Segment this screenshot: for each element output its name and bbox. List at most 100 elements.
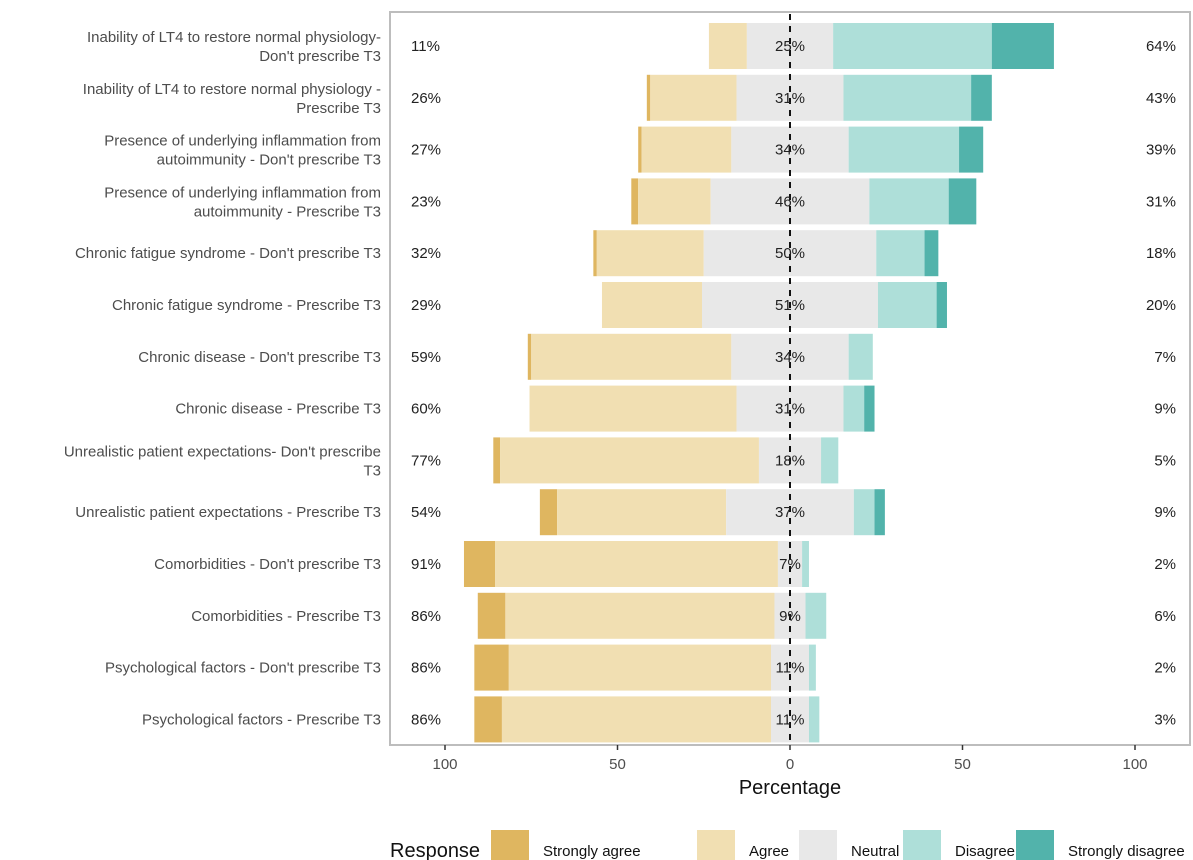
right-percent-label: 3% bbox=[1154, 711, 1176, 728]
x-tick-label: 0 bbox=[786, 756, 794, 773]
agree-bar bbox=[601, 282, 703, 328]
category-label: Comorbidities - Prescribe T3 bbox=[191, 608, 381, 625]
left-percent-label: 27% bbox=[411, 142, 441, 159]
x-axis-title: Percentage bbox=[739, 777, 841, 799]
category-label: Chronic disease - Prescribe T3 bbox=[175, 401, 381, 418]
left-percent-label: 86% bbox=[411, 608, 441, 625]
neutral-percent-label: 50% bbox=[775, 245, 805, 262]
x-tick-label: 50 bbox=[609, 756, 626, 773]
x-axis: 100 50 0 50 100 bbox=[432, 745, 1148, 773]
category-label: Psychological factors - Don't prescribe … bbox=[105, 660, 381, 677]
legend-swatch bbox=[903, 830, 941, 860]
neutral-percent-label: 31% bbox=[775, 90, 805, 107]
category-label: Chronic disease - Don't prescribe T3 bbox=[138, 349, 381, 366]
agree-bar bbox=[596, 230, 704, 277]
right-percent-label: 39% bbox=[1146, 142, 1176, 159]
disagree-bar bbox=[805, 592, 827, 639]
strongly-disagree-bar bbox=[971, 74, 992, 121]
legend-label: Neutral bbox=[851, 843, 899, 860]
agree-bar bbox=[638, 178, 711, 225]
left-percent-label: 32% bbox=[411, 245, 441, 262]
disagree-bar bbox=[876, 230, 925, 277]
strongly-disagree-bar bbox=[959, 126, 984, 173]
left-percent-label: 91% bbox=[411, 556, 441, 573]
category-label: Inability of LT4 to restore normal physi… bbox=[87, 29, 381, 65]
strongly-disagree-bar bbox=[864, 385, 875, 432]
agree-bar bbox=[529, 385, 737, 432]
agree-bar bbox=[708, 23, 747, 69]
strongly-agree-bar bbox=[631, 178, 639, 225]
disagree-bar bbox=[869, 178, 949, 225]
disagree-bar bbox=[843, 74, 972, 121]
strongly-agree-bar bbox=[474, 644, 509, 691]
category-label: Comorbidities - Don't prescribe T3 bbox=[154, 556, 381, 573]
neutral-percent-label: 31% bbox=[775, 401, 805, 418]
strongly-agree-bar bbox=[646, 74, 651, 121]
strongly-agree-bar bbox=[539, 489, 558, 536]
neutral-percent-label: 34% bbox=[775, 142, 805, 159]
strongly-agree-bar bbox=[463, 541, 496, 587]
strongly-disagree-bar bbox=[874, 489, 885, 536]
category-label: Inability of LT4 to restore normal physi… bbox=[83, 81, 381, 117]
disagree-bar bbox=[808, 696, 820, 743]
right-percent-label: 18% bbox=[1146, 245, 1176, 262]
strongly-agree-bar bbox=[493, 437, 501, 484]
agree-bar bbox=[650, 74, 737, 121]
legend-swatch bbox=[491, 830, 529, 860]
category-label: Presence of underlying inflammation from… bbox=[104, 184, 381, 220]
strongly-disagree-bar bbox=[991, 23, 1054, 69]
disagree-bar bbox=[843, 385, 865, 432]
category-label: Unrealistic patient expectations- Don't … bbox=[64, 443, 381, 479]
neutral-percent-label: 34% bbox=[775, 349, 805, 366]
disagree-bar bbox=[821, 437, 839, 484]
legend-swatch bbox=[799, 830, 837, 860]
right-percent-label: 9% bbox=[1154, 504, 1176, 521]
neutral-percent-label: 18% bbox=[775, 452, 805, 469]
category-label: Chronic fatigue syndrome - Don't prescri… bbox=[75, 245, 381, 262]
right-percent-label: 31% bbox=[1146, 193, 1176, 210]
left-percent-label: 59% bbox=[411, 349, 441, 366]
legend: Response Strongly agree Agree Neutral Disag… bbox=[390, 830, 1185, 860]
legend-swatch bbox=[1016, 830, 1054, 860]
left-percent-label: 86% bbox=[411, 660, 441, 677]
labels-layer: Inability of LT4 to restore normal physi… bbox=[64, 29, 1176, 728]
agree-bar bbox=[557, 489, 727, 536]
strongly-disagree-bar bbox=[948, 178, 977, 225]
right-percent-label: 6% bbox=[1154, 608, 1176, 625]
agree-bar bbox=[508, 644, 772, 691]
category-label: Psychological factors - Prescribe T3 bbox=[142, 711, 381, 728]
disagree-bar bbox=[853, 489, 875, 536]
legend-swatch bbox=[697, 830, 735, 860]
neutral-percent-label: 51% bbox=[775, 297, 805, 314]
strongly-disagree-bar bbox=[936, 282, 947, 328]
strongly-agree-bar bbox=[527, 333, 532, 380]
neutral-percent-label: 37% bbox=[775, 504, 805, 521]
neutral-percent-label: 9% bbox=[779, 608, 801, 625]
agree-bar bbox=[495, 541, 778, 587]
legend-label: Strongly disagree bbox=[1068, 843, 1185, 860]
right-percent-label: 7% bbox=[1154, 349, 1176, 366]
left-percent-label: 23% bbox=[411, 193, 441, 210]
left-percent-label: 11% bbox=[411, 38, 440, 55]
right-percent-label: 2% bbox=[1154, 556, 1176, 573]
agree-bar bbox=[641, 126, 732, 173]
agree-bar bbox=[501, 696, 772, 743]
legend-label: Agree bbox=[749, 843, 789, 860]
right-percent-label: 20% bbox=[1146, 297, 1176, 314]
strongly-agree-bar bbox=[638, 126, 642, 173]
left-percent-label: 77% bbox=[411, 452, 441, 469]
strongly-agree-bar bbox=[474, 696, 502, 743]
legend-title: Response bbox=[390, 840, 480, 860]
neutral-percent-label: 11% bbox=[776, 660, 805, 677]
neutral-percent-label: 46% bbox=[775, 193, 805, 210]
category-label: Unrealistic patient expectations - Presc… bbox=[75, 504, 381, 521]
disagree-bar bbox=[833, 23, 992, 69]
x-tick-label: 50 bbox=[954, 756, 971, 773]
right-percent-label: 64% bbox=[1146, 38, 1176, 55]
disagree-bar bbox=[808, 644, 816, 691]
strongly-disagree-bar bbox=[924, 230, 939, 277]
category-label: Chronic fatigue syndrome - Prescribe T3 bbox=[112, 297, 381, 314]
legend-label: Strongly agree bbox=[543, 843, 641, 860]
agree-bar bbox=[531, 333, 732, 380]
